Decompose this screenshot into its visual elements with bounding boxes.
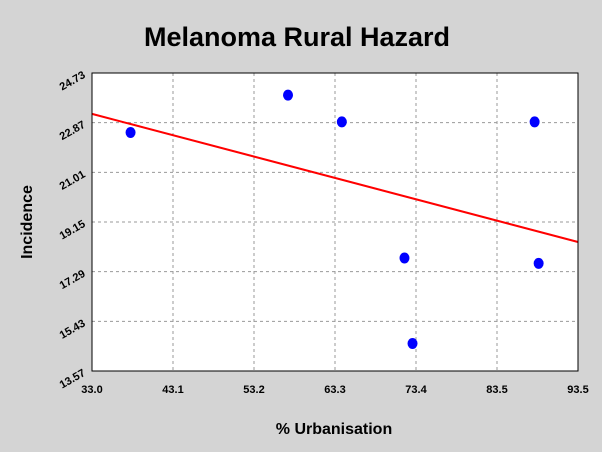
data-point	[533, 257, 544, 269]
points-layer	[125, 89, 544, 349]
x-tick-label: 43.1	[162, 384, 183, 396]
y-axis-title: Incidence	[19, 185, 36, 259]
data-point	[125, 127, 136, 139]
y-tick-label: 24.73	[58, 69, 88, 93]
chart-title: Melanoma Rural Hazard	[144, 22, 450, 52]
x-axis-title: % Urbanisation	[276, 421, 392, 438]
grid	[92, 73, 578, 371]
y-tick-label: 17.29	[58, 268, 88, 292]
plot-border	[91, 72, 579, 372]
data-point	[336, 116, 347, 128]
x-tick-label: 73.4	[405, 384, 427, 396]
data-point	[529, 116, 540, 128]
data-point	[283, 89, 294, 101]
y-tick-label: 15.43	[58, 318, 88, 342]
trendline-layer	[91, 112, 579, 243]
y-tick-label: 19.15	[58, 218, 88, 242]
data-point	[399, 252, 410, 264]
y-tick-label: 21.01	[58, 169, 88, 193]
y-tick-label: 22.87	[58, 119, 88, 143]
x-tick-label: 63.3	[324, 384, 345, 396]
x-tick-label: 53.2	[243, 384, 264, 396]
x-tick-label: 33.0	[81, 384, 102, 396]
trendline	[91, 112, 579, 243]
x-tick-label: 83.5	[486, 384, 507, 396]
data-point	[407, 337, 418, 349]
x-tick-label: 93.5	[567, 384, 588, 396]
